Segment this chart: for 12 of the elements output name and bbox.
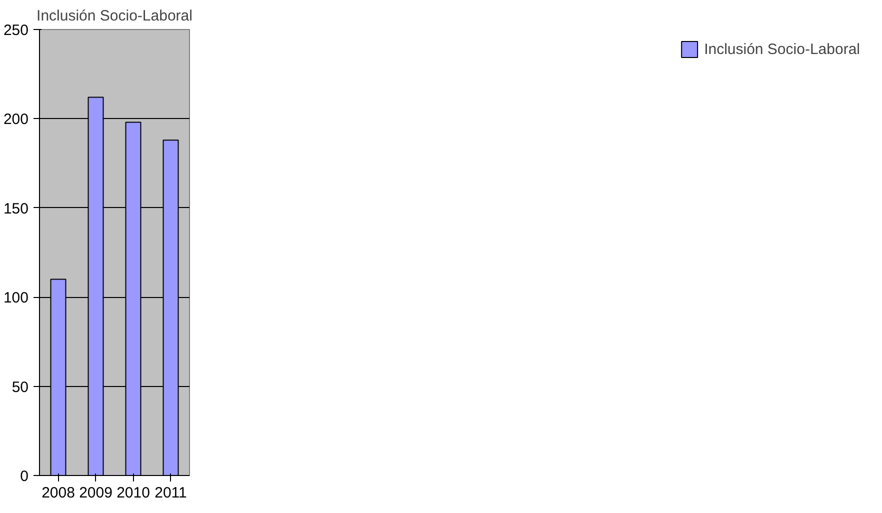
- x-tick-label: 2009: [79, 484, 112, 502]
- y-tick-label: 0: [20, 468, 28, 485]
- y-tick-label: 200: [3, 111, 29, 128]
- y-tick-label: 150: [3, 200, 29, 218]
- x-tick-label: 2008: [42, 484, 75, 502]
- chart-title: Inclusión Socio-Laboral: [36, 8, 192, 24]
- y-tick-label: 250: [3, 22, 29, 39]
- x-tick-label: 2011: [154, 484, 187, 502]
- x-tick-label: 2010: [116, 484, 150, 502]
- y-tick-label: 50: [12, 378, 29, 396]
- legend-label: Inclusión Socio-Laboral: [704, 40, 860, 58]
- y-tick-label: 100: [3, 290, 29, 307]
